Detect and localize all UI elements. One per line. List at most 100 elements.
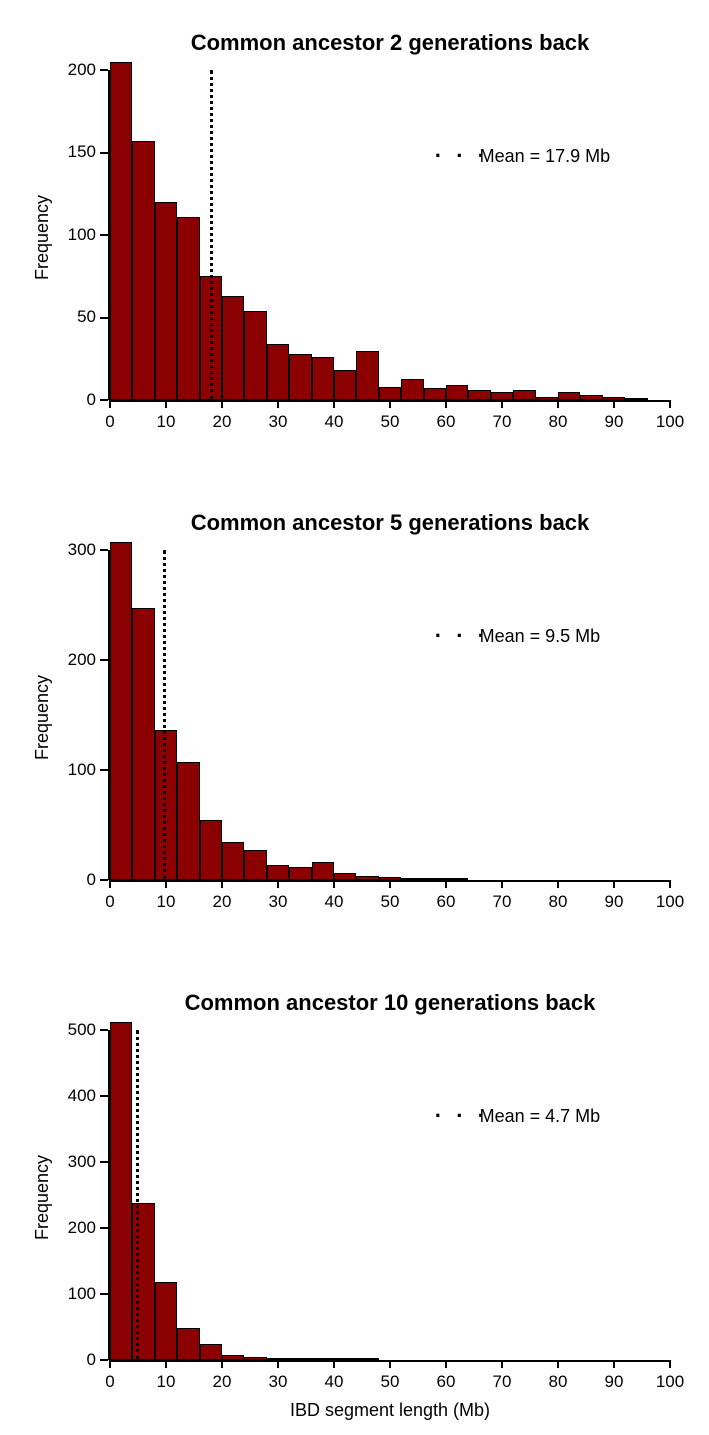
x-tick <box>557 400 559 408</box>
x-tick-label: 0 <box>90 892 130 912</box>
y-tick-label: 0 <box>0 870 96 890</box>
x-tick <box>501 1360 503 1368</box>
x-tick <box>557 880 559 888</box>
x-tick <box>613 880 615 888</box>
plot-area <box>110 550 670 880</box>
histogram-bar <box>267 344 289 400</box>
histogram-bar <box>177 217 199 400</box>
x-tick-label: 10 <box>146 892 186 912</box>
y-tick <box>100 69 108 71</box>
histogram-bar <box>468 390 490 400</box>
histogram-bar <box>110 542 132 880</box>
x-tick-label: 90 <box>594 1372 634 1392</box>
x-tick-label: 10 <box>146 412 186 432</box>
histogram-bar <box>110 1022 132 1360</box>
histogram-bar <box>334 370 356 400</box>
mean-line <box>163 550 166 880</box>
x-tick <box>501 400 503 408</box>
x-tick-label: 50 <box>370 412 410 432</box>
x-tick-label: 20 <box>202 892 242 912</box>
y-tick <box>100 769 108 771</box>
y-axis-label: Frequency <box>32 1155 53 1240</box>
x-tick-label: 70 <box>482 412 522 432</box>
histogram-bar <box>267 865 289 880</box>
histogram-bar <box>424 388 446 400</box>
y-tick-label: 200 <box>0 60 96 80</box>
x-tick <box>333 400 335 408</box>
histogram-bar <box>222 296 244 400</box>
x-tick <box>109 880 111 888</box>
histogram-bar <box>110 62 132 400</box>
histogram-bar <box>356 351 378 401</box>
y-tick-label: 100 <box>0 1284 96 1304</box>
y-tick-label: 300 <box>0 540 96 560</box>
y-axis-line <box>108 1030 110 1360</box>
histogram-bar <box>446 385 468 400</box>
x-tick-label: 50 <box>370 1372 410 1392</box>
y-tick <box>100 399 108 401</box>
x-tick <box>165 400 167 408</box>
histogram-bar <box>177 1328 199 1360</box>
x-tick-label: 40 <box>314 892 354 912</box>
y-tick-label: 200 <box>0 650 96 670</box>
histogram-bar <box>491 392 513 400</box>
y-axis-line <box>108 70 110 400</box>
y-tick <box>100 1029 108 1031</box>
mean-line <box>210 70 213 400</box>
x-tick-label: 90 <box>594 892 634 912</box>
x-tick <box>501 880 503 888</box>
x-tick <box>669 400 671 408</box>
histogram-bar <box>177 762 199 880</box>
x-tick-label: 80 <box>538 1372 578 1392</box>
y-tick <box>100 152 108 154</box>
mean-line <box>136 1030 139 1360</box>
histogram-bar <box>200 1344 222 1361</box>
y-tick-label: 0 <box>0 1350 96 1370</box>
histogram-bar <box>558 392 580 400</box>
x-tick <box>333 880 335 888</box>
x-tick-label: 80 <box>538 892 578 912</box>
histogram-bar <box>312 862 334 880</box>
x-tick <box>557 1360 559 1368</box>
x-tick <box>445 400 447 408</box>
x-tick <box>221 880 223 888</box>
y-tick <box>100 317 108 319</box>
histogram-bar <box>222 842 244 881</box>
x-tick-label: 60 <box>426 1372 466 1392</box>
x-tick <box>165 880 167 888</box>
histogram-bar <box>155 1282 177 1360</box>
x-tick-label: 30 <box>258 412 298 432</box>
x-tick <box>613 1360 615 1368</box>
x-tick <box>389 880 391 888</box>
x-tick <box>389 1360 391 1368</box>
y-tick <box>100 234 108 236</box>
x-tick <box>445 880 447 888</box>
y-tick-label: 50 <box>0 307 96 327</box>
histogram-bar <box>401 379 423 400</box>
legend-label: Mean = 9.5 Mb <box>480 626 601 647</box>
y-tick <box>100 1293 108 1295</box>
y-tick-label: 400 <box>0 1086 96 1106</box>
x-tick-label: 60 <box>426 412 466 432</box>
x-tick <box>221 400 223 408</box>
histogram-bar <box>289 867 311 880</box>
x-tick-label: 10 <box>146 1372 186 1392</box>
x-tick-label: 40 <box>314 1372 354 1392</box>
y-tick-label: 500 <box>0 1020 96 1040</box>
x-tick-label: 100 <box>650 412 690 432</box>
x-tick <box>669 880 671 888</box>
y-axis-label: Frequency <box>32 675 53 760</box>
x-tick <box>109 400 111 408</box>
histogram-bar <box>244 850 266 880</box>
y-tick <box>100 1095 108 1097</box>
panel-title: Common ancestor 10 generations back <box>110 990 670 1016</box>
figure-container: Common ancestor 2 generations back· · ·M… <box>0 0 709 1435</box>
x-tick-label: 100 <box>650 1372 690 1392</box>
x-tick-label: 0 <box>90 1372 130 1392</box>
panel-title: Common ancestor 2 generations back <box>110 30 670 56</box>
y-tick <box>100 1227 108 1229</box>
y-tick <box>100 879 108 881</box>
histogram-bar <box>155 202 177 400</box>
legend-label: Mean = 17.9 Mb <box>480 146 611 167</box>
histogram-bar <box>132 141 154 400</box>
